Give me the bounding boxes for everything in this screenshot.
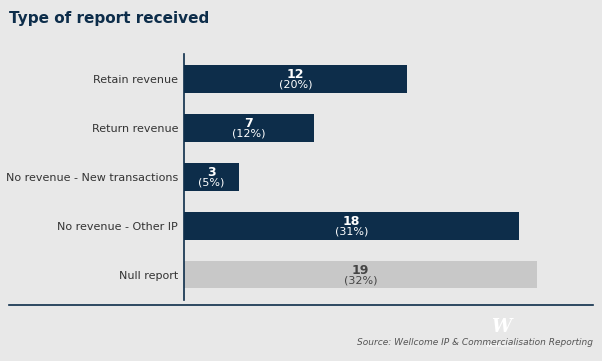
Text: W: W: [491, 318, 511, 336]
Bar: [184, 261, 538, 288]
Text: 18: 18: [343, 215, 360, 228]
Text: Type of report received: Type of report received: [9, 11, 209, 26]
Text: wellcome: wellcome: [486, 343, 516, 348]
Text: (12%): (12%): [232, 129, 265, 139]
Bar: [184, 212, 519, 240]
Bar: [184, 65, 407, 93]
Text: Source: Wellcome IP & Commercialisation Reporting: Source: Wellcome IP & Commercialisation …: [357, 338, 593, 347]
Text: (20%): (20%): [279, 80, 312, 90]
Text: 19: 19: [352, 264, 369, 277]
Text: 7: 7: [244, 117, 253, 130]
Bar: [184, 114, 314, 142]
Text: 3: 3: [207, 166, 216, 179]
Text: 12: 12: [287, 68, 304, 81]
Text: (5%): (5%): [198, 178, 225, 188]
Bar: [184, 163, 240, 191]
Text: (31%): (31%): [335, 227, 368, 237]
Text: (32%): (32%): [344, 276, 377, 286]
